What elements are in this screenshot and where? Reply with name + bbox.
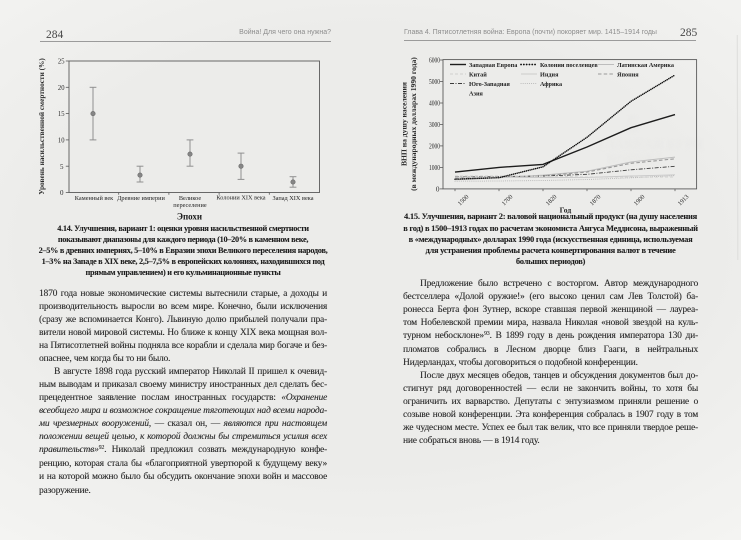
svg-text:ВОЙНЫ: ВОЙНЫ (607, 152, 662, 167)
svg-text:Япония: Япония (617, 72, 639, 79)
svg-text:0: 0 (436, 185, 440, 193)
svg-text:Индия: Индия (540, 72, 559, 79)
svg-text:6000: 6000 (429, 56, 440, 64)
svg-text:Китай: Китай (469, 72, 487, 79)
svg-text:1913: 1913 (677, 193, 691, 207)
svg-text:переселение: переселение (173, 202, 207, 209)
svg-text:Юго-Западная: Юго-Западная (469, 81, 511, 88)
svg-text:0: 0 (60, 189, 64, 197)
svg-text:Колонии XIX века: Колонии XIX века (216, 195, 265, 202)
svg-text:Запад XIX века: Запад XIX века (272, 195, 313, 202)
svg-text:ГЛАВНАЯ БУРЯ: ГЛАВНАЯ БУРЯ (598, 137, 703, 152)
svg-text:25: 25 (58, 58, 65, 66)
svg-text:Латинская Америка: Латинская Америка (617, 62, 674, 69)
svg-text:1900: 1900 (633, 193, 647, 207)
svg-text:Эпохи: Эпохи (177, 212, 202, 222)
svg-text:3000: 3000 (429, 121, 440, 129)
svg-text:5: 5 (627, 112, 639, 137)
svg-text:5000: 5000 (429, 78, 440, 86)
svg-text:Уровень насильственной смертно: Уровень насильственной смертности (%) (37, 58, 46, 195)
svg-text:Колонии поселенцев: Колонии поселенцев (540, 62, 598, 69)
svg-text:10: 10 (58, 137, 65, 145)
svg-text:Великое: Великое (179, 195, 201, 202)
svg-text:2000: 2000 (429, 142, 440, 150)
svg-text:1700: 1700 (501, 193, 515, 207)
svg-text:(в международных долларах 1990: (в международных долларах 1990 года) (409, 57, 418, 191)
svg-text:1870: 1870 (589, 193, 603, 207)
svg-text:Древние империи: Древние империи (117, 195, 165, 202)
svg-text:1500: 1500 (457, 193, 471, 207)
svg-text:20: 20 (58, 84, 65, 92)
svg-text:4000: 4000 (429, 99, 440, 107)
svg-text:Каменный век: Каменный век (75, 195, 114, 202)
svg-text:Азия: Азия (469, 91, 484, 98)
svg-text:Год: Год (560, 206, 572, 215)
svg-text:1820: 1820 (545, 193, 559, 207)
svg-text:Африка: Африка (540, 81, 562, 88)
svg-text:1000: 1000 (429, 164, 440, 172)
svg-text:Западная Европа: Западная Европа (469, 62, 517, 69)
svg-text:5: 5 (60, 163, 64, 171)
svg-text:15: 15 (58, 110, 65, 118)
svg-text:ВНП на душу населения: ВНП на душу населения (400, 82, 409, 166)
